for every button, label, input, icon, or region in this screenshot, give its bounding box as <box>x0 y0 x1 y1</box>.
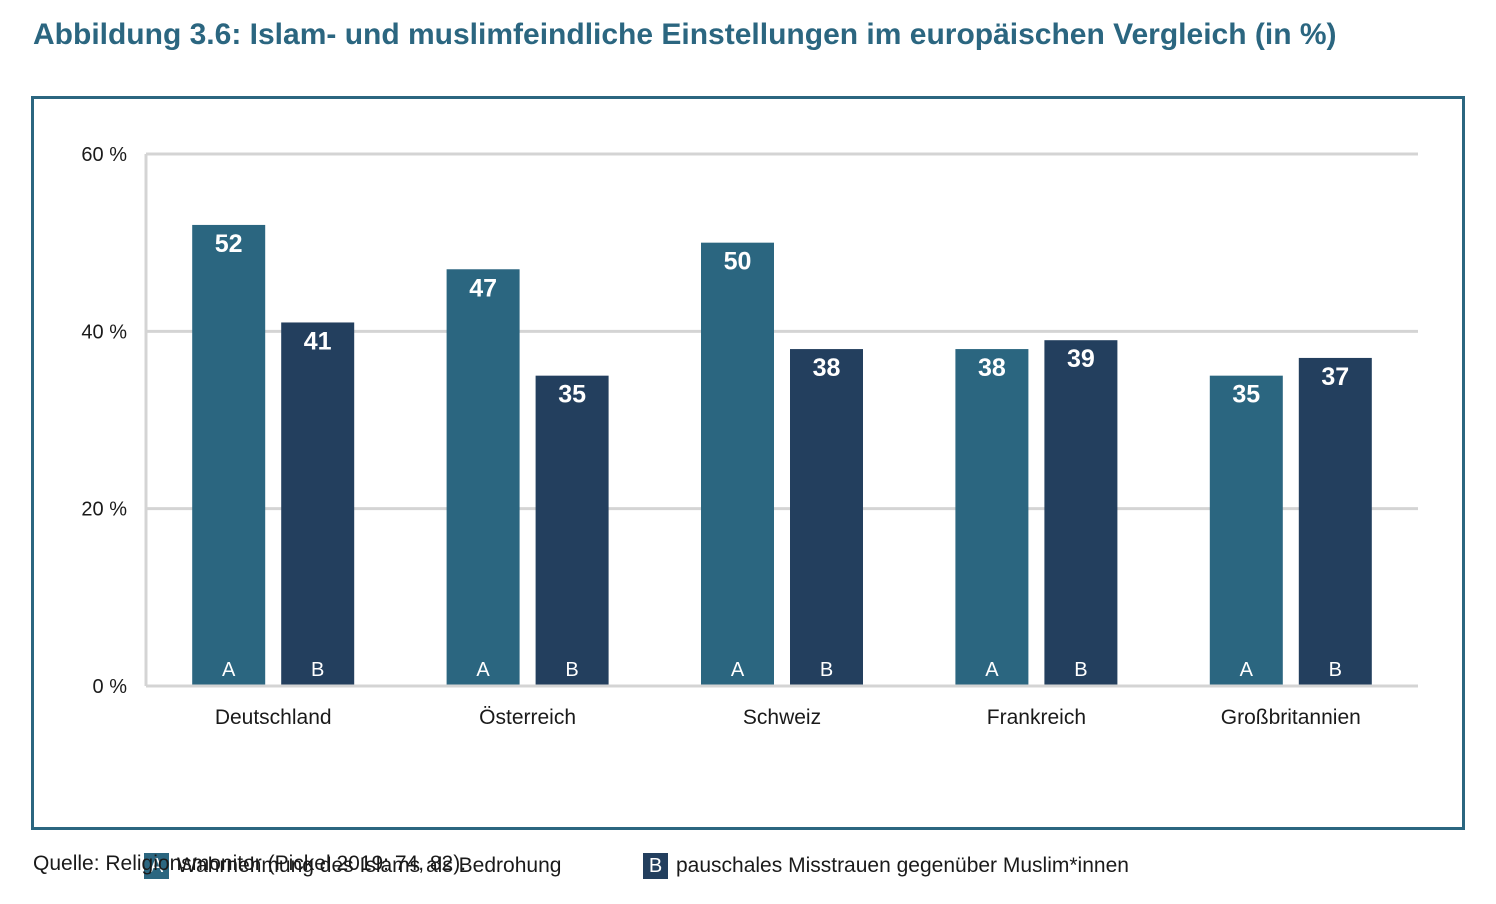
bar-value-label: 37 <box>1321 363 1349 391</box>
bar <box>1044 340 1118 686</box>
bar-series-key: A <box>222 659 236 681</box>
bar-series-key: B <box>1329 659 1342 681</box>
legend-item-b: B pauschales Misstrauen gegenüber Muslim… <box>643 853 1129 879</box>
bar <box>281 322 355 686</box>
legend-label-a: Wahrnehmung des Islams als Bedrohung <box>177 854 562 877</box>
bar <box>192 224 266 686</box>
bar-value-label: 38 <box>978 354 1006 382</box>
bar <box>701 242 774 686</box>
bar-series-key: A <box>476 659 490 681</box>
x-category-label: Deutschland <box>215 706 332 729</box>
x-category-label: Großbritannien <box>1221 706 1361 729</box>
bar-value-label: 50 <box>724 248 752 276</box>
bar <box>1298 357 1372 686</box>
bar <box>1209 375 1283 686</box>
bar <box>955 349 1029 686</box>
legend-swatch-b: B <box>643 853 668 879</box>
bar-value-label: 52 <box>215 230 243 258</box>
legend-swatch-a: A <box>144 853 169 879</box>
bar-series-key: B <box>311 659 324 681</box>
bar-value-label: 41 <box>304 327 332 355</box>
y-tick-label: 40 % <box>81 321 127 343</box>
bar-value-label: 35 <box>558 381 586 409</box>
bar-series-key: B <box>1074 659 1087 681</box>
bar <box>446 269 520 686</box>
x-category-label: Frankreich <box>987 706 1086 729</box>
y-tick-label: 60 % <box>81 144 127 166</box>
bar-series-key: A <box>1240 659 1254 681</box>
bar-series-key: A <box>731 659 745 681</box>
x-category-label: Schweiz <box>743 706 821 729</box>
bar-value-label: 38 <box>813 354 841 382</box>
bar-value-label: 39 <box>1067 345 1095 373</box>
bar-chart: 0 % 20 % 40 % 60 % 52 A 41 B Deutschland 47 A 35 B Ös… <box>81 144 1418 729</box>
y-tick-label: 20 % <box>81 499 127 521</box>
bar-series-key: A <box>985 659 999 681</box>
bar-value-label: 35 <box>1232 381 1260 409</box>
bar <box>790 349 863 686</box>
legend-item-a: A Wahrnehmung des Islams als Bedrohung <box>144 853 561 879</box>
bar-series-key: B <box>820 659 833 681</box>
x-category-label: Österreich <box>479 706 576 729</box>
legend-label-b: pauschales Misstrauen gegenüber Muslim*i… <box>676 854 1129 877</box>
bar-series-key: B <box>565 659 578 681</box>
y-tick-label: 0 % <box>93 676 128 698</box>
bar <box>535 375 609 686</box>
bar-value-label: 47 <box>469 274 497 302</box>
chart-title: Abbildung 3.6: Islam- und muslimfeindlic… <box>33 18 1337 51</box>
chart-frame: 0 % 20 % 40 % 60 % 52 A 41 B Deutschland 47 A 35 B Ös… <box>31 96 1465 879</box>
source-note: Quelle: Religionsmonitor (Pickel 2019: 7… <box>33 852 467 875</box>
